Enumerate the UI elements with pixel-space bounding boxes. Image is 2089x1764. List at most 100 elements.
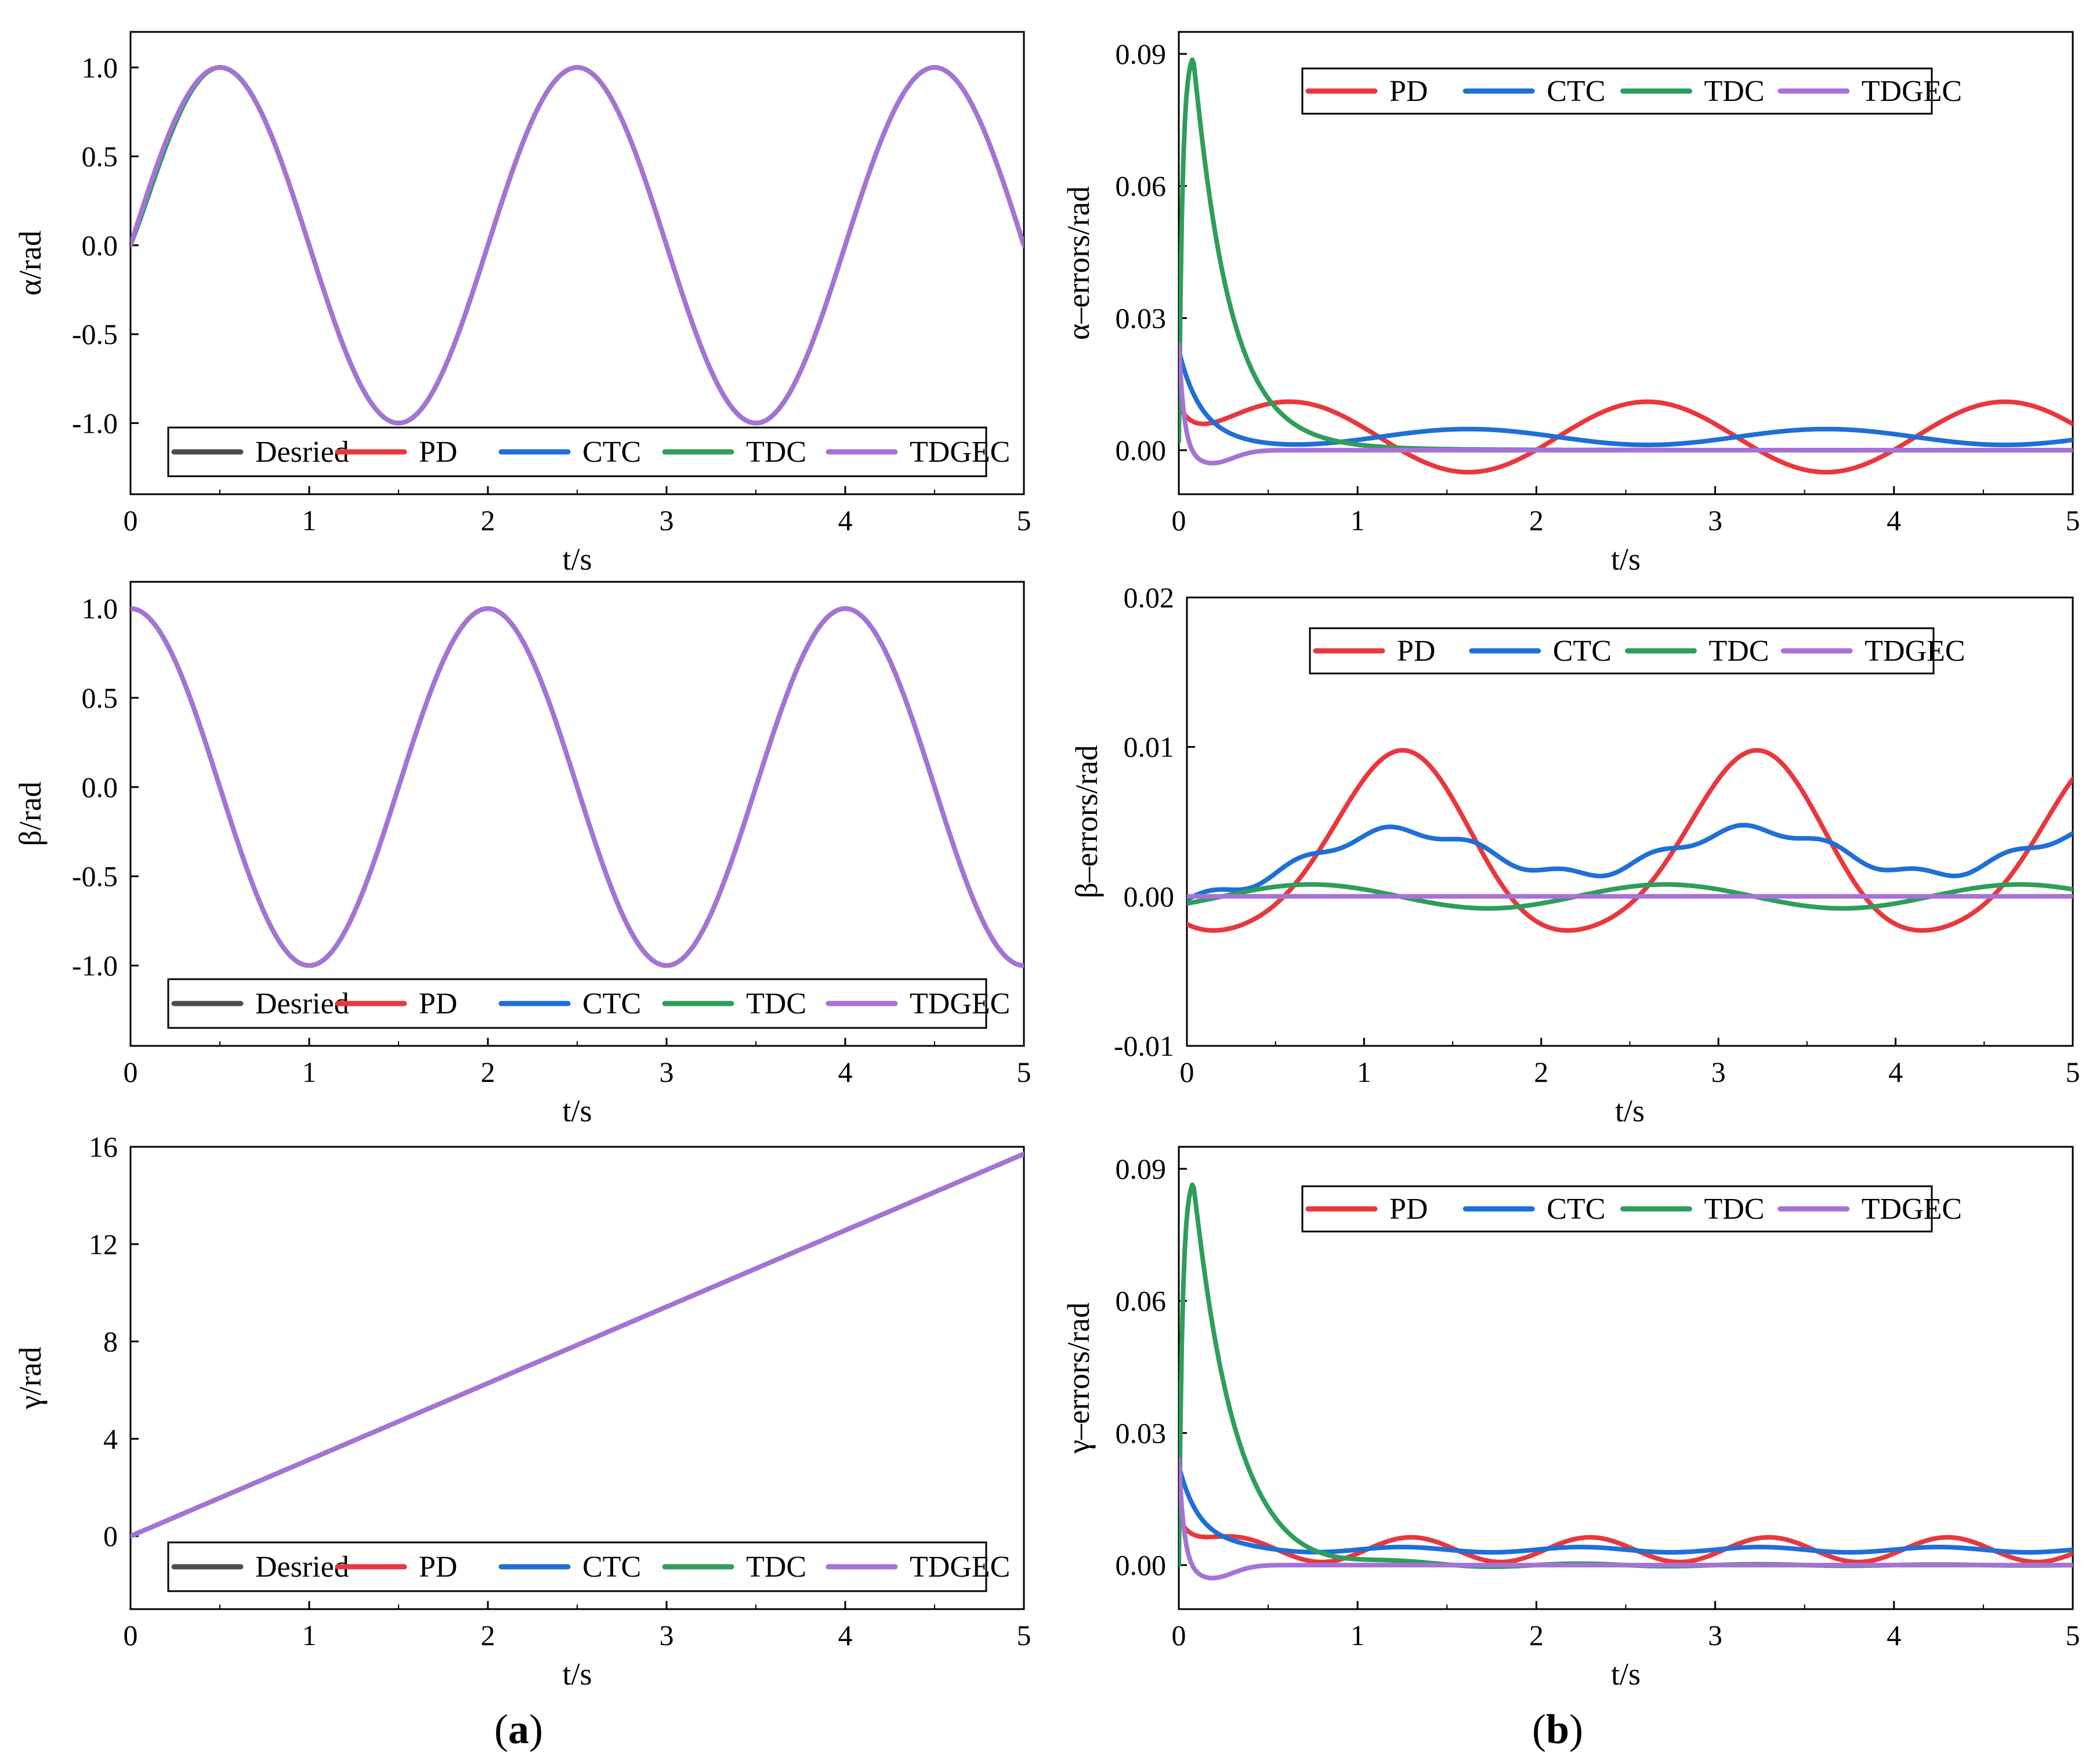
legend-label-ctc: CTC — [582, 1551, 641, 1584]
legend-label-tdgec: TDGEC — [910, 436, 1010, 469]
legend-label-tdc: TDC — [746, 436, 806, 469]
x-tick-label: 2 — [481, 1056, 495, 1088]
x-tick-label: 4 — [1887, 504, 1901, 537]
legend-label-ctc: CTC — [582, 987, 641, 1020]
y-tick-label: 0.06 — [1116, 170, 1167, 202]
x-tick-label: 3 — [1711, 1056, 1726, 1088]
x-tick-label: 0 — [1180, 1056, 1194, 1088]
y-axis-label: α/rad — [13, 230, 48, 295]
y-tick-label: 0.5 — [82, 682, 118, 714]
series-group — [1179, 1182, 2073, 1581]
chart-beta: 0 1 2 3 4 5 1.0 0.5 0.0 -0.5 -1.0 t/s β/rad Desried PD… — [13, 581, 1031, 1128]
legend-label-pd: PD — [1397, 635, 1435, 668]
x-tick-label: 1 — [1351, 504, 1365, 537]
x-tick-label: 5 — [1017, 1619, 1031, 1651]
x-tick-label: 2 — [1529, 1619, 1544, 1651]
x-axis-label: t/s — [562, 542, 592, 577]
legend-label-pd: PD — [419, 436, 457, 469]
chart-beta_err: 0 1 2 3 4 5 0.02 0.01 0.00 -0.01 t/s β–errors/rad PD… — [1069, 581, 2080, 1128]
x-tick-label: 5 — [1017, 504, 1031, 537]
legend-label-tdc: TDC — [746, 987, 806, 1020]
x-tick-label: 4 — [1887, 1619, 1901, 1651]
y-axis-label: γ/rad — [13, 1347, 48, 1410]
x-tick-label: 0 — [1172, 504, 1186, 537]
legend-label-ctc: CTC — [1547, 75, 1605, 108]
legend-label-tdc: TDC — [1704, 1193, 1765, 1226]
legend-label-pd: PD — [1389, 1193, 1428, 1226]
y-tick-label: 1.0 — [82, 592, 118, 625]
legend-label-tdgec: TDGEC — [1864, 635, 1965, 668]
series-group — [131, 606, 1024, 968]
x-tick-label: 2 — [1534, 1056, 1548, 1088]
y-tick-label: 0.00 — [1116, 434, 1167, 466]
series-group — [131, 65, 1024, 426]
x-tick-label: 3 — [660, 504, 674, 537]
x-tick-label: 4 — [838, 1619, 853, 1651]
y-tick-label: 0.09 — [1116, 38, 1167, 70]
series-line-tdgec — [131, 65, 1024, 426]
legend-label-tdgec: TDGEC — [1862, 75, 1962, 108]
y-tick-label: 0.03 — [1116, 1417, 1167, 1449]
x-axis-label: t/s — [1615, 1093, 1645, 1128]
legend: PD CTC TDC TDGEC — [1309, 627, 1965, 675]
x-tick-label: 1 — [302, 1619, 317, 1651]
y-tick-label: 16 — [89, 1131, 118, 1163]
x-tick-label: 2 — [1529, 504, 1544, 537]
legend-label-tdc: TDC — [1704, 75, 1765, 108]
legend-label-desried: Desried — [255, 1551, 349, 1584]
plot-frame — [129, 31, 1025, 495]
x-axis-label: t/s — [562, 1657, 592, 1691]
legend: Desried PD CTC TDC TDGEC — [167, 426, 1010, 477]
series-line-tdgec — [131, 1151, 1024, 1539]
legend-label-ctc: CTC — [1553, 635, 1612, 668]
x-tick-label: 5 — [2066, 1056, 2080, 1088]
x-tick-label: 3 — [1708, 1619, 1722, 1651]
series-group — [1187, 748, 2073, 933]
series-group — [131, 1151, 1024, 1539]
plot-frame — [129, 581, 1025, 1047]
caption-a: (a) — [494, 1706, 543, 1752]
legend-label-tdc: TDC — [1709, 635, 1769, 668]
series-line-tdgec — [1179, 342, 2073, 466]
chart-alpha_err: 0 1 2 3 4 5 0.09 0.06 0.03 0.00 t/s α–errors/rad PD C… — [1061, 31, 2080, 577]
y-axis-label: β/rad — [13, 781, 48, 846]
y-axis-label: β–errors/rad — [1069, 745, 1104, 898]
legend-label-desried: Desried — [255, 436, 349, 469]
y-tick-label: 0.06 — [1116, 1285, 1167, 1317]
x-tick-label: 3 — [1708, 504, 1722, 537]
x-tick-label: 0 — [124, 504, 138, 537]
x-tick-label: 1 — [302, 1056, 317, 1088]
series-line-pd — [1179, 1516, 2073, 1564]
y-tick-label: 8 — [103, 1325, 118, 1358]
y-tick-label: -0.5 — [72, 860, 118, 893]
legend-label-pd: PD — [1389, 75, 1428, 108]
legend-label-desried: Desried — [255, 987, 349, 1020]
y-axis-label: α–errors/rad — [1061, 186, 1096, 340]
legend-label-ctc: CTC — [582, 436, 641, 469]
legend-label-ctc: CTC — [1547, 1193, 1605, 1226]
x-tick-label: 4 — [838, 1056, 853, 1088]
y-tick-label: 0.5 — [82, 140, 118, 173]
y-tick-label: 0.0 — [82, 229, 118, 262]
y-tick-label: 0.01 — [1124, 731, 1175, 763]
series-line-ctc — [1179, 1464, 2073, 1555]
legend: Desried PD CTC TDC TDGEC — [167, 1541, 1010, 1592]
x-tick-label: 0 — [1172, 1619, 1186, 1651]
y-tick-label: 0.09 — [1116, 1153, 1167, 1185]
y-tick-label: -1.0 — [72, 950, 118, 982]
series-line-tdgec — [131, 606, 1024, 968]
y-tick-label: 1.0 — [82, 51, 118, 84]
x-tick-label: 1 — [1351, 1619, 1365, 1651]
legend: PD CTC TDC TDGEC — [1301, 1185, 1962, 1233]
y-tick-label: 0.0 — [82, 771, 118, 803]
series-line-tdc — [1179, 1182, 2073, 1569]
y-tick-label: 0.03 — [1116, 302, 1167, 334]
chart-gamma_err: 0 1 2 3 4 5 0.09 0.06 0.03 0.00 t/s γ–errors/rad PD C… — [1061, 1146, 2080, 1691]
x-tick-label: 3 — [660, 1619, 674, 1651]
series-line-pd — [1187, 748, 2073, 933]
caption-b: (b) — [1532, 1706, 1584, 1752]
legend-label-tdc: TDC — [746, 1551, 806, 1584]
y-tick-label: 0.00 — [1124, 880, 1175, 912]
legend: PD CTC TDC TDGEC — [1301, 67, 1962, 115]
x-axis-label: t/s — [1611, 542, 1641, 577]
